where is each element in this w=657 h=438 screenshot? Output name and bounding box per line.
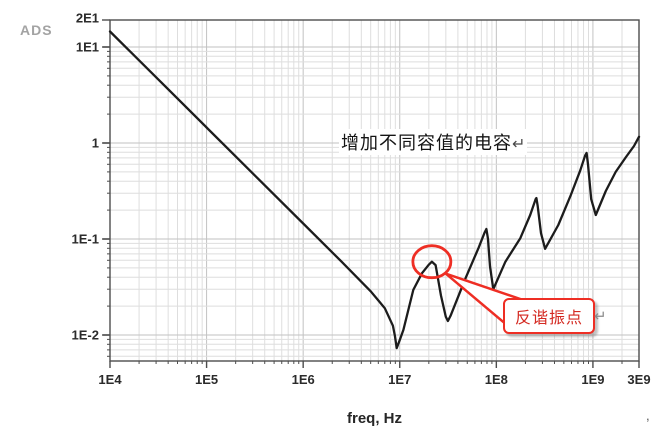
y-tick-label: 1E-2 [72, 328, 99, 343]
x-tick-label: 1E8 [485, 372, 508, 387]
y-tick-label: 1E1 [76, 40, 99, 55]
capacitor-note-annotation: 增加不同容值的电容↵ [339, 129, 528, 155]
x-tick-label: 1E5 [195, 372, 218, 387]
plot-frame [109, 19, 640, 362]
y-tick-label: 1E-1 [72, 232, 99, 247]
return-mark-icon: ↵ [594, 308, 607, 325]
x-tick-label: 1E7 [388, 372, 411, 387]
x-tick-label: 3E9 [627, 372, 650, 387]
x-tick-label: 1E9 [581, 372, 604, 387]
y-tick-label: 1 [92, 136, 99, 151]
axis-tick-labels: 2E1 1E1 1 1E-1 1E-2 1E4 1E5 1E6 1E7 1E8 1E9 3E9 [72, 11, 651, 387]
stray-punctuation: , [646, 408, 650, 423]
x-tick-label: 1E4 [98, 372, 122, 387]
anti-resonance-circle [411, 244, 453, 280]
ads-logo: ADS [20, 22, 53, 38]
anti-resonance-callout-box: 反谐振点 [503, 298, 595, 334]
y-tick-label: 2E1 [76, 11, 99, 26]
impedance-curve [108, 30, 641, 350]
x-tick-label: 1E6 [292, 372, 315, 387]
capacitor-note-text: 增加不同容值的电容 [341, 133, 512, 153]
x-axis-title: freq, Hz [346, 410, 402, 427]
anti-resonance-label: 反谐振点 [514, 310, 583, 327]
return-mark-icon: ↵ [512, 136, 526, 153]
